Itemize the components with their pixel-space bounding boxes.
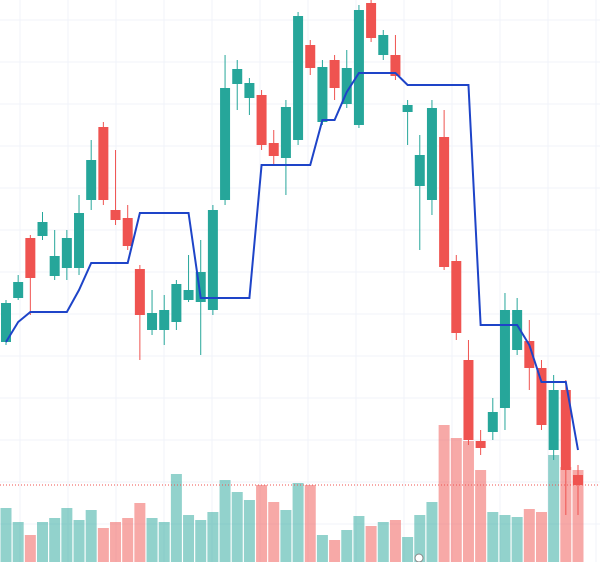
volume-bar — [85, 510, 97, 562]
candle-body — [536, 368, 547, 425]
candle-body — [268, 143, 279, 156]
candle-body — [451, 261, 462, 333]
volume-bar — [12, 522, 24, 562]
candle-body — [13, 282, 24, 298]
candle-body — [341, 68, 352, 104]
candle-body — [256, 95, 267, 145]
candle-body — [98, 127, 109, 200]
candle-body — [524, 341, 535, 368]
candle-body — [159, 310, 170, 330]
volume-bar — [37, 522, 49, 562]
volume-bar — [341, 530, 353, 562]
candle-body — [207, 210, 218, 310]
candle-body — [439, 137, 450, 267]
candle-body — [244, 83, 255, 98]
volume-bar — [207, 512, 219, 562]
candle-body — [548, 390, 559, 450]
volume-bar — [548, 455, 560, 562]
volume-bar — [572, 470, 584, 562]
volume-bar — [353, 516, 365, 562]
candle-body — [512, 310, 523, 350]
volume-bar — [49, 518, 61, 562]
volume-bar — [243, 500, 255, 562]
volume-bar — [511, 517, 523, 562]
volume-bar — [450, 438, 462, 562]
event-icon[interactable] — [414, 553, 424, 562]
candle-body — [232, 69, 243, 84]
volume-bar — [110, 522, 122, 562]
volume-bar — [475, 470, 487, 562]
volume-bar — [61, 508, 73, 562]
volume-bar — [426, 502, 438, 562]
volume-bar — [24, 535, 36, 562]
volume-bar — [499, 515, 511, 562]
volume-bar — [134, 503, 146, 562]
volume-bar — [438, 425, 450, 562]
candle-body — [366, 3, 377, 38]
volume-bar — [304, 485, 316, 562]
volume-bar — [195, 520, 207, 562]
candle-body — [499, 310, 510, 408]
candle-body — [61, 238, 72, 268]
candle-body — [293, 16, 304, 140]
volume-bar — [462, 441, 474, 562]
volume-bar — [535, 512, 547, 562]
volume-bar — [231, 492, 243, 562]
candle-body — [487, 412, 498, 432]
candle-body — [426, 108, 437, 200]
candle-body — [86, 160, 97, 200]
trend-line — [5, 72, 579, 451]
volume-bar — [183, 515, 195, 562]
volume-bar — [256, 485, 268, 562]
candle-body — [280, 107, 291, 158]
volume-bar — [97, 528, 109, 562]
candle-body — [353, 10, 364, 125]
volume-bar — [268, 502, 280, 562]
volume-bar — [523, 509, 535, 562]
volume-bar — [414, 515, 426, 562]
candle-body — [183, 290, 194, 300]
candle-body — [220, 88, 231, 200]
volume-bar — [316, 535, 328, 562]
candle-body — [49, 256, 60, 276]
candle-body — [171, 284, 182, 322]
volume-bar — [402, 537, 414, 562]
volume-bar — [377, 522, 389, 562]
volume-bar — [158, 522, 170, 562]
candle-body — [110, 210, 121, 220]
candle-body — [572, 475, 583, 485]
volume-bar — [122, 518, 134, 562]
candle-body — [1, 303, 11, 342]
candle-body — [195, 272, 206, 302]
volume-bar — [280, 510, 292, 562]
volume-bar — [389, 520, 401, 562]
candle-body — [317, 67, 328, 122]
candle-body — [305, 45, 316, 68]
candle-body — [560, 390, 571, 470]
candle-body — [74, 213, 85, 268]
candle-body — [463, 360, 474, 440]
candle-body — [25, 238, 36, 278]
candle-body — [475, 441, 486, 448]
candle-body — [378, 35, 389, 55]
volume-bar — [146, 518, 158, 562]
candle-body — [402, 105, 413, 112]
volume-bar — [219, 480, 231, 562]
candle-body — [414, 155, 425, 186]
candle-body — [147, 313, 158, 330]
candle-body — [37, 222, 48, 236]
candle-body — [134, 269, 145, 315]
volume-bar — [487, 512, 499, 562]
candle-body — [122, 218, 133, 246]
candle-body — [390, 55, 401, 76]
volume-bar — [73, 520, 85, 562]
candle-body — [329, 60, 340, 88]
volume-bar — [292, 483, 304, 562]
volume-bar — [365, 526, 377, 562]
volume-bar — [170, 474, 182, 562]
volume-bar — [0, 508, 12, 562]
volume-bar — [329, 540, 341, 562]
